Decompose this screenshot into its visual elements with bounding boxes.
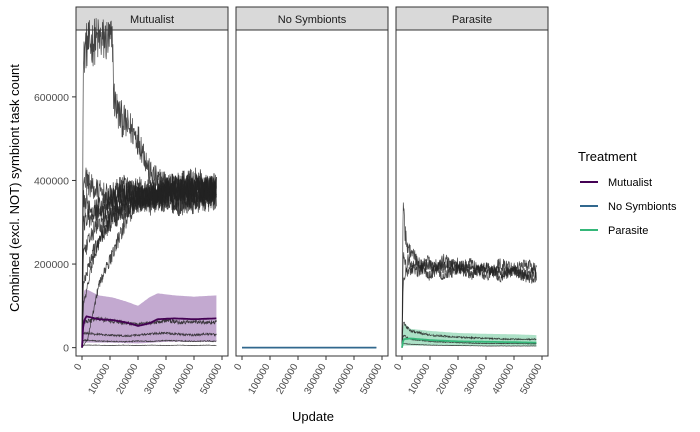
x-tick-label: 0 bbox=[72, 362, 85, 373]
x-tick-label: 500000 bbox=[198, 362, 224, 397]
replicate-run-line bbox=[81, 344, 217, 348]
panel-no-symbionts: No Symbionts 0 100000 200000 300000 400000 500… bbox=[232, 6, 389, 397]
x-tick-label: 400000 bbox=[330, 362, 356, 397]
replicate-run-line bbox=[81, 170, 217, 348]
replicate-run-line bbox=[81, 338, 217, 348]
mean-line-mutualist bbox=[81, 315, 217, 348]
legend-item-no-symbionts: No Symbionts bbox=[580, 201, 677, 213]
x-tick-label: 300000 bbox=[142, 362, 168, 397]
x-tick-label: 100000 bbox=[86, 362, 112, 397]
panel-border bbox=[75, 29, 229, 357]
panel-parasite: Parasite 0 100000 200000 300000 400000 500000 bbox=[392, 6, 549, 397]
panel-border bbox=[395, 29, 549, 357]
replicate-run-line bbox=[401, 342, 537, 348]
replicate-run-line bbox=[81, 167, 217, 348]
legend-item-mutualist: Mutualist bbox=[580, 177, 652, 189]
x-tick-label: 400000 bbox=[170, 362, 196, 397]
x-tick-label: 200000 bbox=[274, 362, 300, 397]
x-tick-label: 100000 bbox=[246, 362, 272, 397]
facet-strip-label: Mutualist bbox=[130, 14, 174, 26]
legend: Treatment Mutualist No Symbionts Parasite bbox=[578, 149, 677, 237]
x-axis-label: Update bbox=[292, 409, 334, 424]
panel-background bbox=[395, 29, 549, 357]
legend-label: Parasite bbox=[608, 225, 648, 237]
legend-title: Treatment bbox=[578, 149, 637, 164]
x-tick-label: 500000 bbox=[358, 362, 384, 397]
replicate-run-line bbox=[81, 331, 217, 348]
x-tick-label: 200000 bbox=[114, 362, 140, 397]
replicate-run-line bbox=[401, 334, 537, 348]
x-tick-label: 300000 bbox=[302, 362, 328, 397]
y-tick-label: 200000 bbox=[34, 259, 69, 271]
y-tick-label: 0 bbox=[63, 343, 69, 355]
facet-strip-label: No Symbionts bbox=[278, 14, 347, 26]
panel-background bbox=[235, 29, 389, 357]
y-tick-label: 600000 bbox=[34, 92, 69, 104]
legend-label: No Symbionts bbox=[608, 201, 677, 213]
replicate-run-line bbox=[401, 252, 537, 348]
replicate-run-line bbox=[401, 254, 537, 348]
y-axis-label: Combined (excl. NOT) symbiont task count bbox=[7, 64, 22, 312]
x-tick-label: 0 bbox=[392, 362, 405, 373]
panel-border bbox=[235, 29, 389, 357]
replicate-run-line bbox=[401, 321, 537, 348]
legend-items: Mutualist No Symbionts Parasite bbox=[580, 177, 677, 237]
band-mutualist bbox=[82, 289, 217, 348]
y-tick-label: 400000 bbox=[34, 175, 69, 187]
legend-item-parasite: Parasite bbox=[580, 225, 648, 237]
x-tick-label: 200000 bbox=[434, 362, 460, 397]
x-tick-label: 0 bbox=[232, 362, 245, 373]
replicate-run-line bbox=[81, 316, 217, 348]
legend-label: Mutualist bbox=[608, 177, 652, 189]
x-tick-label: 100000 bbox=[406, 362, 432, 397]
x-tick-label: 300000 bbox=[462, 362, 488, 397]
mean-line-parasite bbox=[401, 337, 537, 348]
facet-strip-label: Parasite bbox=[452, 14, 492, 26]
x-tick-label: 500000 bbox=[518, 362, 544, 397]
x-tick-label: 400000 bbox=[490, 362, 516, 397]
